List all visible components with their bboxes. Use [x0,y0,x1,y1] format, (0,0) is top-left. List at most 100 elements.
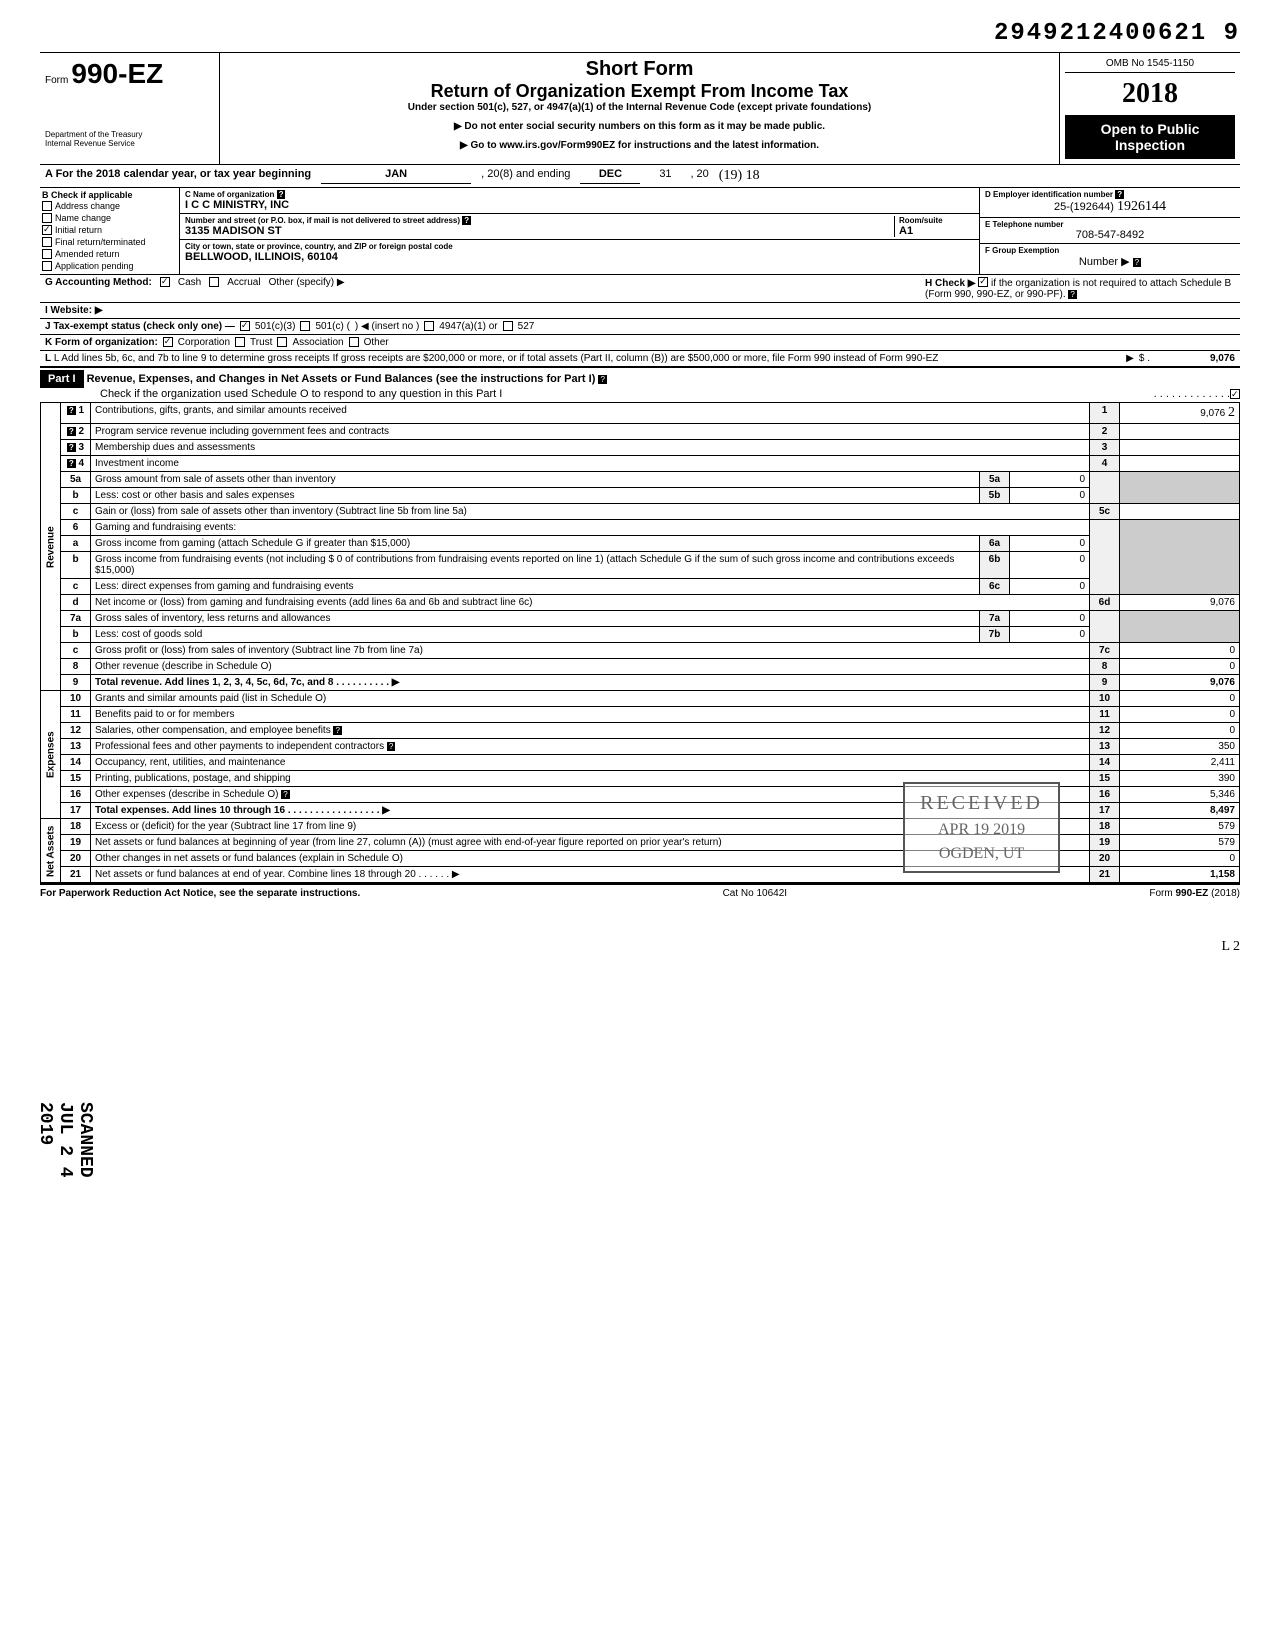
help-icon[interactable]: ? [67,406,76,415]
part1-title: Revenue, Expenses, and Changes in Net As… [87,373,596,385]
line-val[interactable] [1120,424,1240,440]
short-form-label: Short Form [230,58,1049,81]
cb-cash[interactable] [160,277,170,287]
document-id: 2949212400621 9 [40,20,1240,47]
under-section: Under section 501(c), 527, or 4947(a)(1)… [230,102,1049,113]
table-row: 6 Gaming and fundraising events: [41,520,1240,536]
line-box: 13 [1090,739,1120,755]
line-box: 6d [1090,595,1120,611]
group-num[interactable]: Number ▶ ? [985,255,1235,268]
line-val[interactable] [1120,440,1240,456]
line-box: 2 [1090,424,1120,440]
sub-val[interactable]: 0 [1009,488,1089,503]
line-val[interactable]: 8,497 [1120,803,1240,819]
line-val[interactable]: 9,076 2 [1120,403,1240,424]
help-icon[interactable]: ? [277,190,286,199]
help-icon[interactable]: ? [281,790,289,799]
line-desc: Less: cost or other basis and sales expe… [91,488,979,503]
line-val[interactable]: 1,158 [1120,867,1240,883]
help-icon[interactable]: ? [598,375,606,384]
line-val[interactable]: 9,076 [1120,675,1240,691]
sub-val[interactable]: 0 [1009,579,1089,594]
cb-initial[interactable]: Initial return [42,224,177,236]
line-val[interactable]: 0 [1120,851,1240,867]
line-val[interactable]: 0 [1120,643,1240,659]
room[interactable]: A1 [899,225,974,237]
cb-assoc[interactable] [277,337,287,347]
cb-527[interactable] [503,321,513,331]
phone-label: E Telephone number [985,220,1235,229]
help-icon[interactable]: ? [1133,258,1141,267]
cb-amended[interactable]: Amended return [42,248,177,260]
cb-schedule-o[interactable] [1230,389,1240,399]
cb-trust[interactable] [235,337,245,347]
cb-pending[interactable]: Application pending [42,260,177,272]
help-icon[interactable]: ? [1115,190,1124,199]
line-val[interactable]: 0 [1120,659,1240,675]
cb-accrual[interactable] [209,277,219,287]
form-id-block: Form 990-EZ Department of the Treasury I… [40,53,220,164]
footer-right: Form 990-EZ (2018) [1149,888,1240,899]
line-val[interactable]: 579 [1120,835,1240,851]
line-val[interactable] [1120,504,1240,520]
table-row: 7a Gross sales of inventory, less return… [41,611,1240,627]
sub-box: 5b [979,488,1009,503]
year-end-day: 31 [650,168,680,184]
sub-val[interactable]: 0 [1009,536,1089,551]
sub-val[interactable]: 0 [1009,611,1089,626]
g-label: G Accounting Method: [45,277,152,300]
row-l: L L Add lines 5b, 6c, and 7b to line 9 t… [40,351,1240,367]
table-row: c Gain or (loss) from sale of assets oth… [41,504,1240,520]
sub-val[interactable]: 0 [1009,472,1089,487]
line-box: 16 [1090,787,1120,803]
row-a-mid: , 20(8) and ending [481,168,570,184]
cb-501c3[interactable] [240,321,250,331]
cb-address[interactable]: Address change [42,200,177,212]
cb-4947[interactable] [424,321,434,331]
form-prefix: Form [45,75,68,86]
help-icon[interactable]: ? [67,427,76,436]
help-icon[interactable]: ? [462,216,471,225]
city[interactable]: BELLWOOD, ILLINOIS, 60104 [185,251,974,263]
netassets-label: Net Assets [41,819,61,883]
line-desc: Net income or (loss) from gaming and fun… [91,595,1090,611]
line-desc: Gross amount from sale of assets other t… [91,472,979,487]
line-val[interactable] [1120,456,1240,472]
line-val[interactable]: 0 [1120,707,1240,723]
help-icon[interactable]: ? [1068,290,1076,299]
year-end-month[interactable]: DEC [580,168,640,184]
line-val[interactable]: 0 [1120,691,1240,707]
cb-other[interactable] [349,337,359,347]
revenue-label: Revenue [41,403,61,691]
year-begin[interactable]: JAN [321,168,471,184]
line-val[interactable]: 390 [1120,771,1240,787]
sub-val[interactable]: 0 [1009,552,1089,578]
help-icon[interactable]: ? [67,459,76,468]
table-row: ? 4 Investment income 4 [41,456,1240,472]
ein[interactable]: 25-(192644) 1926144 [985,199,1235,215]
cb-h[interactable] [978,277,988,287]
sub-val[interactable]: 0 [1009,627,1089,642]
line-val[interactable]: 5,346 [1120,787,1240,803]
line-val[interactable]: 9,076 [1120,595,1240,611]
help-icon[interactable]: ? [333,726,341,735]
help-icon[interactable]: ? [67,443,76,452]
help-icon[interactable]: ? [387,742,395,751]
org-name[interactable]: I C C MINISTRY, INC [185,199,974,211]
street-row: Number and street (or P.O. box, if mail … [180,214,979,240]
cb-name[interactable]: Name change [42,212,177,224]
omb-number: OMB No 1545-1150 [1065,58,1235,73]
cb-final[interactable]: Final return/terminated [42,236,177,248]
col-b: B Check if applicable Address change Nam… [40,188,180,274]
line-val[interactable]: 2,411 [1120,755,1240,771]
line-desc: Other expenses (describe in Schedule O) [95,789,278,800]
table-row: a Gross income from gaming (attach Sched… [41,536,1240,552]
cb-corp[interactable] [163,337,173,347]
line-val[interactable]: 350 [1120,739,1240,755]
street[interactable]: 3135 MADISON ST [185,225,894,237]
line-val[interactable]: 579 [1120,819,1240,835]
line-val[interactable]: 0 [1120,723,1240,739]
cb-501c[interactable] [300,321,310,331]
phone[interactable]: 708-547-8492 [985,229,1235,241]
opt-527: 527 [518,321,535,332]
